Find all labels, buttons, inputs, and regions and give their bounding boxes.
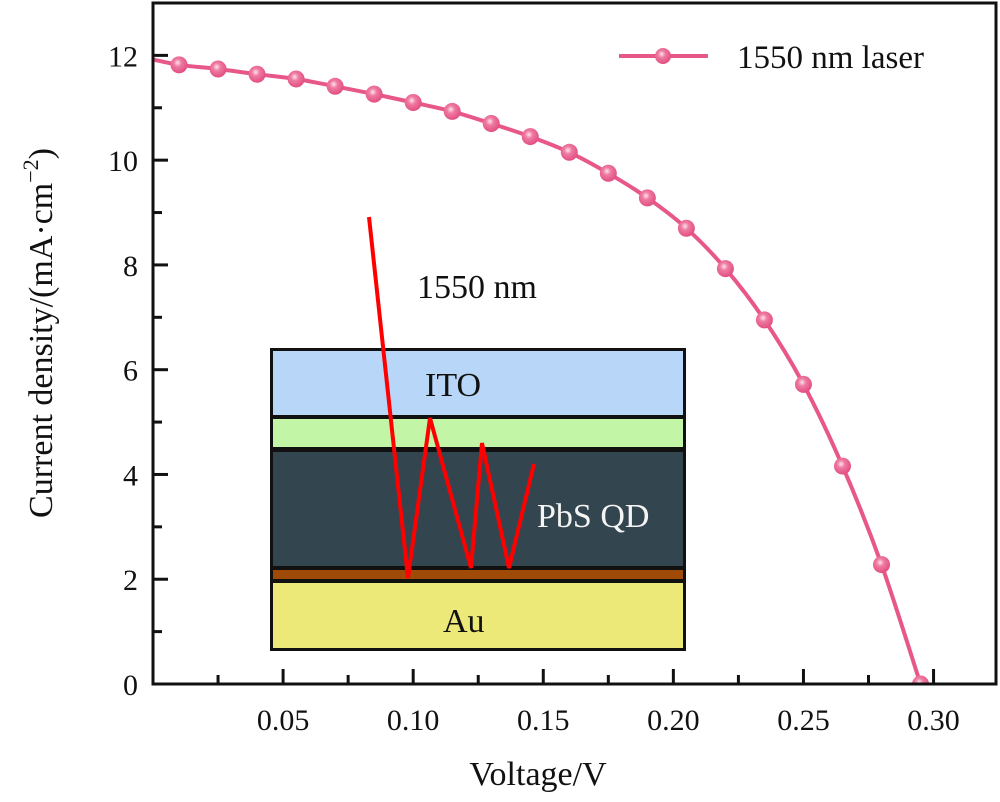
laser-beam-path bbox=[367, 216, 536, 579]
data-point bbox=[482, 114, 500, 132]
y-axis-title-close: ) bbox=[23, 148, 60, 159]
series-1550nm-laser bbox=[152, 56, 994, 698]
data-point bbox=[404, 94, 422, 112]
layer-ito bbox=[273, 351, 683, 415]
x-tick-label: 0.15 bbox=[517, 704, 570, 737]
x-tick-label: 0.10 bbox=[387, 704, 440, 737]
data-point bbox=[638, 189, 656, 207]
x-axis-title: Voltage/V bbox=[469, 756, 607, 793]
data-point bbox=[170, 56, 188, 74]
data-point bbox=[326, 77, 344, 95]
data-point bbox=[365, 85, 383, 103]
layer-interlayer-top bbox=[273, 419, 683, 447]
series-line bbox=[152, 57, 923, 685]
layer-au bbox=[273, 583, 683, 648]
x-tick-label: 0.20 bbox=[647, 704, 700, 737]
beam-label: 1550 nm bbox=[417, 269, 537, 306]
y-tick-label: 8 bbox=[123, 250, 138, 283]
y-tick-label: 6 bbox=[123, 355, 138, 388]
y-tick-label: 0 bbox=[123, 669, 138, 702]
x-tick-label: 0.25 bbox=[777, 704, 830, 737]
data-point bbox=[873, 556, 891, 574]
data-point bbox=[755, 311, 773, 329]
x-tick-label: 0.30 bbox=[907, 704, 960, 737]
axis-clip-mask bbox=[155, 685, 994, 698]
y-axis-ticks: 0 2 4 6 8 10 12 bbox=[108, 40, 168, 702]
data-point bbox=[560, 143, 578, 161]
legend-marker bbox=[655, 48, 671, 64]
data-point bbox=[521, 128, 539, 146]
x-axis-ticks: 0.05 0.10 0.15 0.20 0.25 0.30 bbox=[216, 669, 960, 737]
data-point bbox=[794, 375, 812, 393]
legend: 1550 nm laser bbox=[619, 40, 924, 76]
y-axis-title-main: Current density/(mA·cm bbox=[23, 183, 60, 518]
layer-label-au: Au bbox=[443, 603, 485, 640]
data-point bbox=[716, 260, 734, 278]
data-point bbox=[443, 102, 461, 120]
plot-frame bbox=[151, 1, 998, 686]
y-axis-title: Current density/(mA·cm−2) bbox=[18, 148, 60, 518]
layer-interlayer-bottom bbox=[273, 570, 683, 579]
data-point bbox=[209, 60, 227, 78]
legend-label: 1550 nm laser bbox=[737, 40, 924, 76]
data-point bbox=[599, 164, 617, 182]
y-tick-label: 2 bbox=[123, 564, 138, 597]
y-tick-label: 10 bbox=[108, 145, 138, 178]
y-tick-label: 12 bbox=[108, 40, 138, 73]
data-point bbox=[287, 70, 305, 88]
layer-label-ito: ITO bbox=[425, 367, 481, 404]
x-tick-label: 0.05 bbox=[257, 704, 310, 737]
data-point bbox=[833, 457, 851, 475]
data-point bbox=[677, 219, 695, 237]
device-structure-inset: ITO PbS QD Au 1550 nm bbox=[270, 216, 686, 651]
layer-label-pbs-qd: PbS QD bbox=[537, 498, 649, 535]
y-axis-title-superscript: −2 bbox=[18, 159, 43, 182]
data-point bbox=[248, 65, 266, 83]
y-tick-label: 4 bbox=[123, 459, 138, 492]
